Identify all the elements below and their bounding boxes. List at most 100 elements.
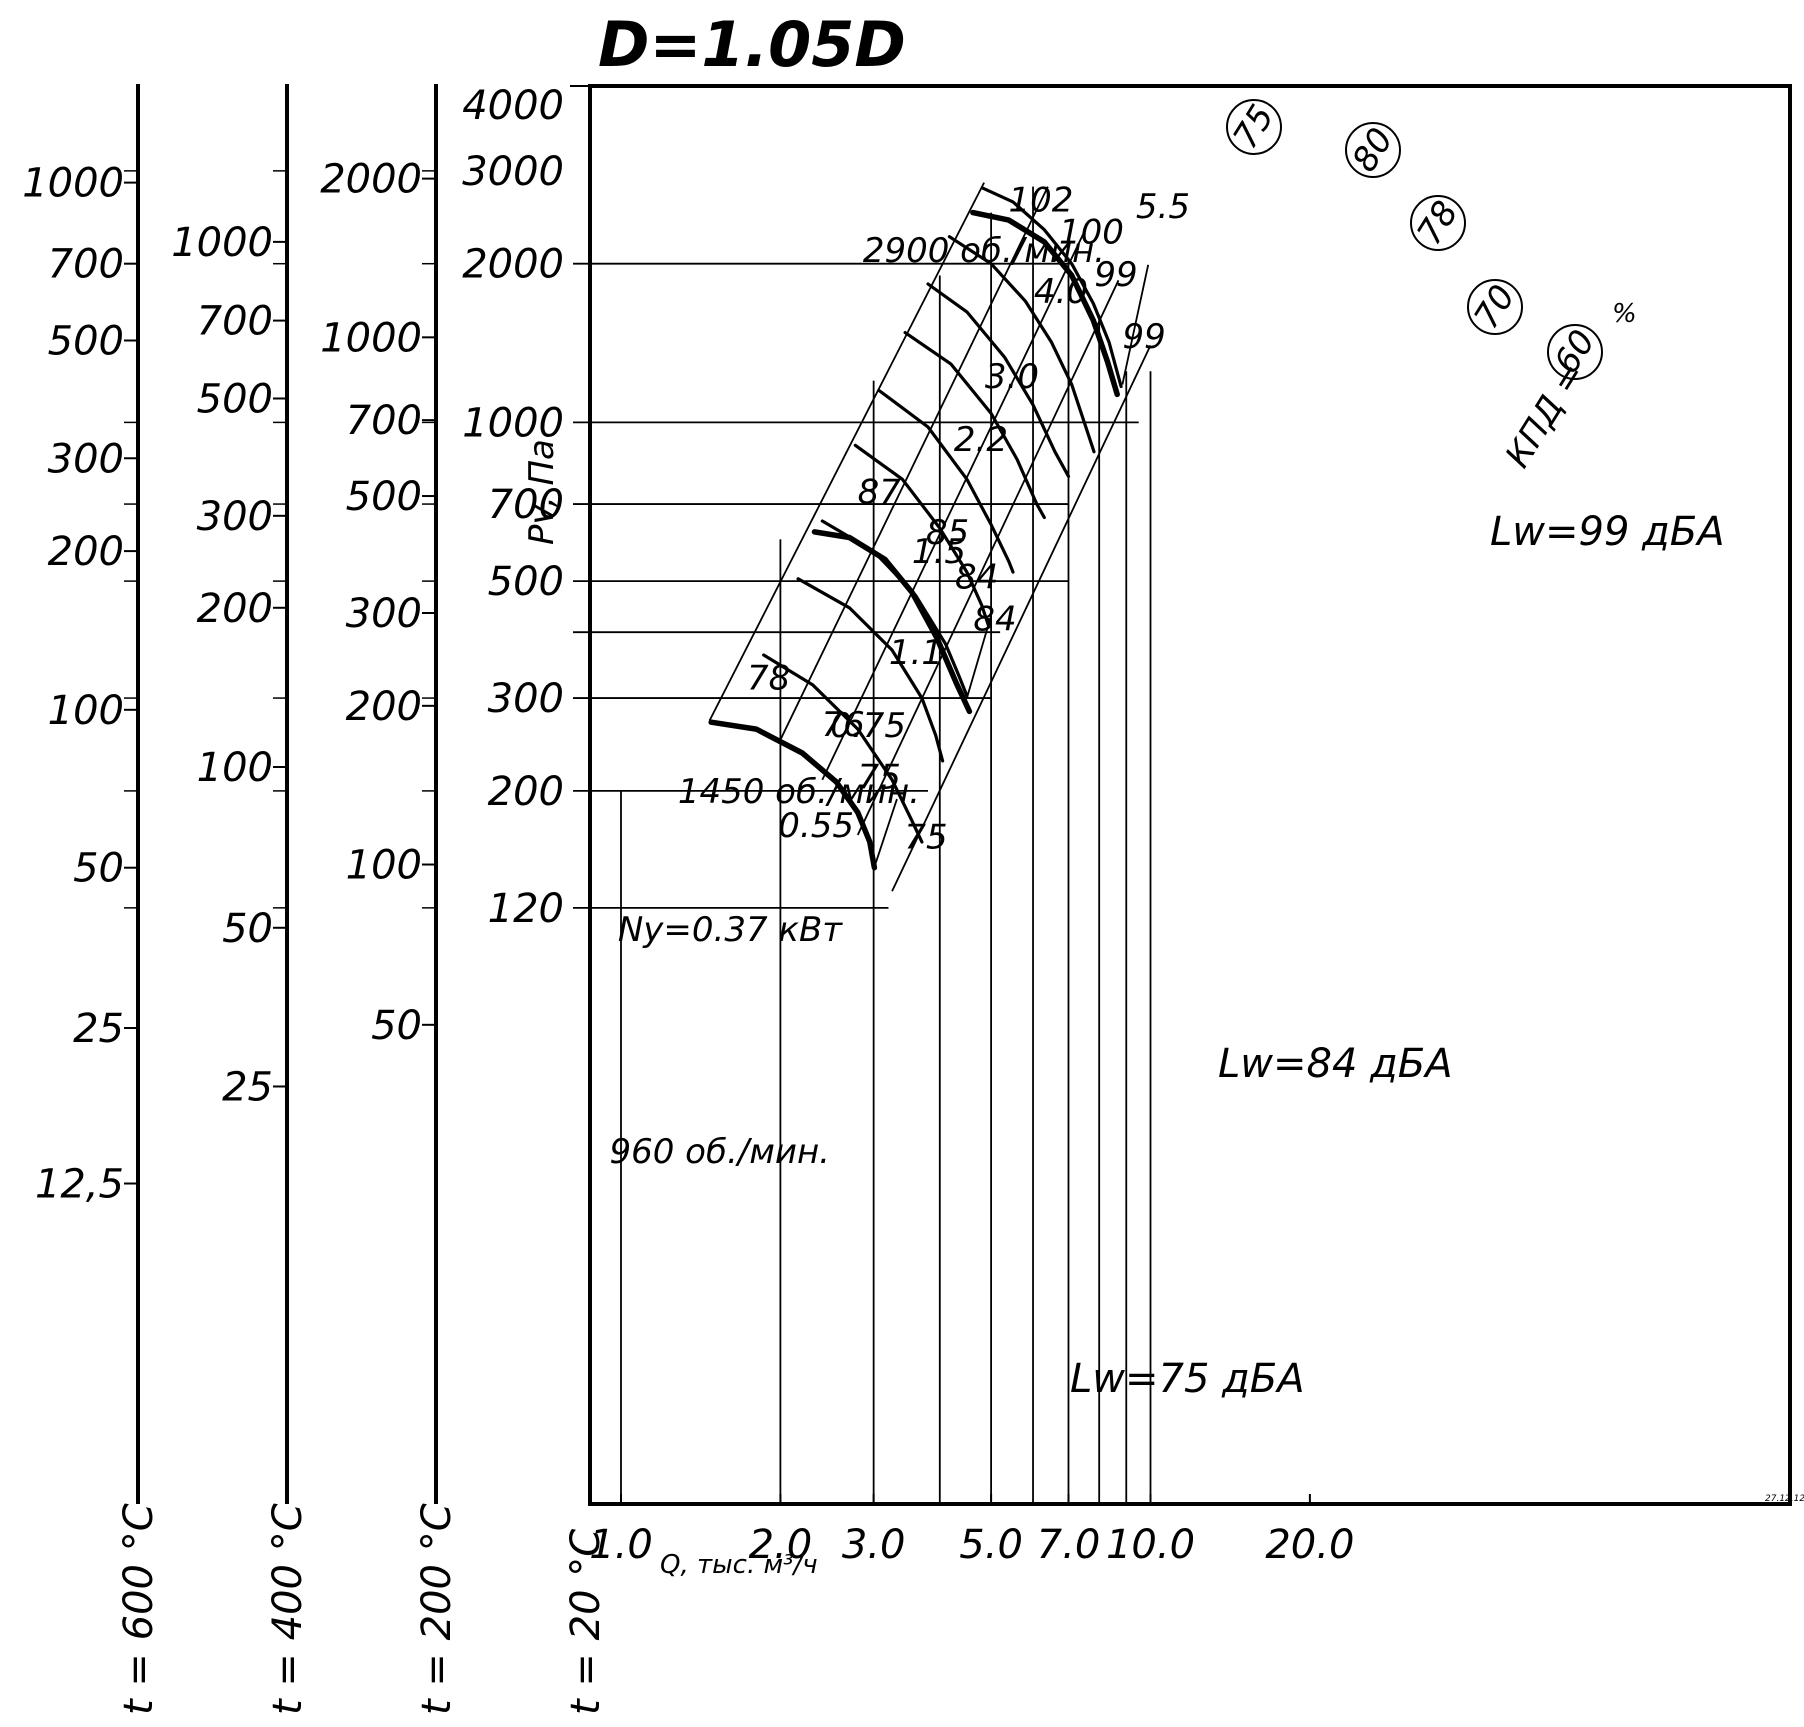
noise-value-label: 102	[1009, 180, 1074, 220]
y-tick-label: 4000	[462, 83, 564, 129]
efficiency-value-label: 80	[1345, 121, 1402, 179]
temperature-tick-label: 50	[73, 846, 124, 892]
noise-value-label: 87	[858, 472, 902, 512]
temperature-tick-label: 1000	[22, 161, 124, 207]
efficiency-unit-label: %	[1612, 299, 1637, 329]
power-curve-label: 4.0	[1034, 272, 1088, 312]
noise-value-label: 76	[821, 705, 864, 745]
x-axis-label: Q, тыс. м³/ч	[660, 1550, 818, 1580]
efficiency-circle	[1467, 279, 1523, 335]
temperature-tick-label: 700	[346, 398, 422, 444]
speed-curve-label: 960 об./мин.	[609, 1132, 830, 1172]
noise-value-label: 75	[904, 817, 947, 857]
power-curve	[903, 331, 1046, 520]
power-curve-label: 5.5	[1136, 187, 1190, 227]
temperature-tick-label: 100	[48, 688, 124, 734]
x-tick-label: 20.0	[1265, 1522, 1354, 1568]
temperature-tick-label: 1000	[320, 315, 422, 361]
temperature-tick-label: 25	[222, 1064, 273, 1110]
power-curve-label: Ny=0.37 кВт	[618, 910, 843, 950]
temperature-scales: 1000 700 500 300 200 100 50 25 12,5 t = 600 °C 100…	[22, 84, 609, 1715]
power-curve-label: 0.55	[778, 806, 854, 846]
noise-line-label: Lw=75 дБА	[1070, 1356, 1305, 1402]
temperature-tick-label: 100	[346, 843, 422, 889]
efficiency-line	[856, 279, 1120, 836]
x-tick-label: 2.0	[749, 1522, 813, 1568]
noise-value-label: 100	[1059, 213, 1124, 253]
speed-curve	[708, 719, 878, 871]
speed-curve	[970, 209, 1120, 398]
noise-lines	[872, 264, 1150, 870]
temperature-tick-label: 700	[48, 242, 124, 288]
temperature-tick-label: 50	[371, 1003, 422, 1049]
temperature-tick-label: 200	[48, 529, 124, 575]
efficiency-circle	[1410, 195, 1466, 251]
power-curve	[947, 235, 1096, 454]
noise-value-label: 78	[747, 659, 790, 699]
temperature-tick-label: 50	[222, 906, 273, 952]
temperature-tick-label: 25	[73, 1006, 124, 1052]
x-tick-label: 10.0	[1106, 1522, 1195, 1568]
temperature-tick-label: 700	[197, 299, 273, 345]
efficiency-circle	[1547, 324, 1603, 380]
y-axis-label: Pv, Па	[522, 439, 562, 545]
chart-labels: 2900 об./мин. 1450 об./мин. 960 об./мин. 5.…	[609, 98, 1724, 1402]
temperature-tick-label: 300	[197, 494, 273, 540]
noise-line	[966, 615, 992, 699]
power-curve	[853, 443, 991, 629]
power-curve-label: 1.1	[889, 633, 943, 673]
temperature-tick-label: 500	[197, 377, 273, 423]
noise-line	[872, 798, 898, 870]
temperature-axis-name: t = 400 °C	[265, 1503, 311, 1715]
power-curve	[926, 282, 1071, 478]
x-tick-label: 3.0	[842, 1522, 906, 1568]
power-curve-label: 0.75	[830, 706, 906, 746]
efficiency-value-label: 78	[1410, 194, 1467, 252]
speed-curves	[708, 209, 1120, 871]
noise-value-label: 99	[1122, 317, 1165, 357]
power-curve	[981, 186, 1123, 389]
noise-value-label: 84	[955, 558, 998, 598]
power-curve	[877, 388, 1015, 574]
speed-curve-label: 2900 об./мин.	[863, 231, 1105, 271]
temperature-tick-label: 500	[346, 474, 422, 520]
speed-curve-label: 1450 об./мин.	[678, 772, 920, 812]
efficiency-value-label: 75	[1226, 98, 1283, 156]
power-curve	[762, 653, 924, 844]
power-curve-label: 1.5	[912, 532, 966, 572]
temperature-axis-name: t = 600 °C	[116, 1503, 162, 1715]
noise-line-label: Lw=99 дБА	[1490, 509, 1725, 555]
power-curves	[762, 186, 1123, 844]
noise-value-label: 75	[858, 757, 901, 797]
efficiency-circle	[1345, 122, 1401, 178]
y-tick-label: 500	[488, 559, 564, 605]
y-tick-label: 2000	[462, 242, 564, 288]
efficiency-line	[891, 344, 1152, 892]
efficiency-circle	[1226, 99, 1282, 155]
chart-title: D=1.05D	[598, 8, 906, 81]
temperature-tick-label: 12,5	[35, 1162, 124, 1208]
efficiency-line	[708, 182, 985, 721]
y-tick-label: 700	[488, 482, 564, 528]
efficiency-value-label: 70	[1467, 278, 1524, 336]
y-tick-label: 1000	[462, 400, 564, 446]
plot-border	[588, 84, 1792, 1506]
x-tick-label: 7.0	[1037, 1522, 1101, 1568]
temperature-tick-label: 1000	[171, 220, 273, 266]
power-curve-label: 2.2	[954, 420, 1008, 460]
x-tick-label: 5.0	[959, 1522, 1023, 1568]
y-tick-label: 200	[488, 769, 564, 815]
temperature-tick-label: 200	[197, 586, 273, 632]
power-curve	[796, 577, 945, 763]
noise-value-label: 99	[1094, 255, 1137, 295]
y-tick-label: 120	[488, 886, 564, 932]
power-curve-label: 3.0	[985, 357, 1039, 397]
temperature-tick-label: 300	[48, 436, 124, 482]
temperature-tick-label: 200	[346, 684, 422, 730]
plot-frame: 4000 3000 2000 1000 700 500 300 200 120 1.0 2.0 3.0…	[462, 83, 1792, 1568]
noise-line-label: Lw=84 дБА	[1218, 1041, 1453, 1087]
temperature-tick-label: 100	[197, 745, 273, 791]
corner-mark: 27.12.12	[1765, 1494, 1804, 1504]
x-tick-label: 1.0	[589, 1522, 653, 1568]
